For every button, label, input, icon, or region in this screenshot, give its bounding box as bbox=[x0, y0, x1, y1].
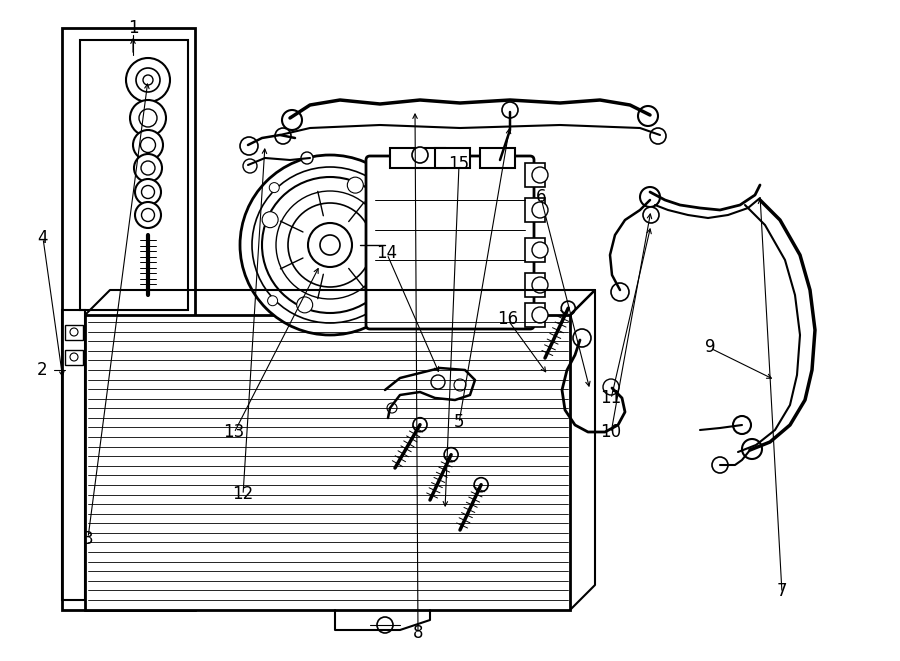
Text: 10: 10 bbox=[600, 423, 622, 441]
Circle shape bbox=[474, 478, 488, 492]
Circle shape bbox=[742, 439, 762, 459]
Circle shape bbox=[532, 167, 548, 183]
Circle shape bbox=[141, 161, 155, 175]
Bar bbox=[65, 350, 83, 365]
Circle shape bbox=[733, 416, 751, 434]
FancyBboxPatch shape bbox=[366, 156, 534, 329]
Circle shape bbox=[139, 109, 157, 127]
Circle shape bbox=[252, 167, 408, 323]
Circle shape bbox=[502, 102, 518, 118]
Text: 8: 8 bbox=[413, 624, 423, 642]
Text: 13: 13 bbox=[223, 423, 245, 441]
Circle shape bbox=[643, 207, 659, 223]
Circle shape bbox=[573, 329, 591, 347]
Circle shape bbox=[444, 447, 458, 461]
Circle shape bbox=[381, 297, 391, 307]
Circle shape bbox=[532, 307, 548, 323]
Circle shape bbox=[282, 110, 302, 130]
Circle shape bbox=[712, 457, 728, 473]
Circle shape bbox=[141, 186, 155, 198]
Circle shape bbox=[262, 177, 398, 313]
Circle shape bbox=[638, 106, 658, 126]
Circle shape bbox=[650, 128, 666, 144]
Circle shape bbox=[134, 154, 162, 182]
Circle shape bbox=[143, 75, 153, 85]
Circle shape bbox=[301, 152, 313, 164]
Bar bbox=[390, 148, 445, 168]
Bar bbox=[65, 325, 83, 340]
Circle shape bbox=[70, 353, 78, 361]
Text: 14: 14 bbox=[376, 244, 398, 262]
Circle shape bbox=[140, 137, 156, 153]
Text: 5: 5 bbox=[454, 413, 464, 431]
Circle shape bbox=[130, 100, 166, 136]
Circle shape bbox=[133, 130, 163, 160]
Bar bbox=[85, 315, 570, 610]
Text: 3: 3 bbox=[83, 530, 94, 548]
Circle shape bbox=[240, 155, 420, 335]
Text: 16: 16 bbox=[498, 310, 518, 328]
Bar bbox=[525, 303, 545, 327]
Circle shape bbox=[320, 235, 340, 255]
Circle shape bbox=[135, 179, 161, 205]
Circle shape bbox=[412, 147, 428, 163]
Circle shape bbox=[611, 283, 629, 301]
Bar bbox=[525, 198, 545, 222]
Text: 1: 1 bbox=[128, 19, 139, 37]
Circle shape bbox=[413, 418, 427, 432]
Circle shape bbox=[603, 379, 619, 395]
Bar bbox=[525, 163, 545, 187]
Circle shape bbox=[562, 301, 575, 315]
Circle shape bbox=[269, 182, 279, 192]
Circle shape bbox=[135, 202, 161, 228]
Circle shape bbox=[382, 262, 398, 278]
Circle shape bbox=[267, 295, 277, 306]
Circle shape bbox=[532, 277, 548, 293]
Circle shape bbox=[377, 617, 393, 633]
Circle shape bbox=[276, 191, 384, 299]
Circle shape bbox=[141, 208, 155, 221]
Circle shape bbox=[532, 242, 548, 258]
Bar bbox=[435, 148, 470, 168]
Circle shape bbox=[262, 212, 278, 227]
Text: 2: 2 bbox=[37, 361, 48, 379]
Text: 7: 7 bbox=[777, 582, 788, 600]
Bar bbox=[62, 310, 85, 600]
Text: 11: 11 bbox=[600, 389, 622, 407]
Circle shape bbox=[431, 375, 445, 389]
Circle shape bbox=[126, 58, 170, 102]
Circle shape bbox=[136, 68, 160, 92]
Bar bbox=[62, 28, 195, 610]
Circle shape bbox=[532, 202, 548, 218]
Circle shape bbox=[308, 223, 352, 267]
Circle shape bbox=[382, 184, 392, 194]
Circle shape bbox=[454, 379, 466, 391]
Circle shape bbox=[70, 328, 78, 336]
Circle shape bbox=[387, 403, 397, 413]
Circle shape bbox=[240, 137, 258, 155]
Circle shape bbox=[297, 297, 312, 313]
Text: 15: 15 bbox=[448, 155, 470, 173]
Circle shape bbox=[640, 187, 660, 207]
Circle shape bbox=[347, 177, 364, 193]
Bar bbox=[80, 40, 188, 310]
Circle shape bbox=[275, 128, 291, 144]
Circle shape bbox=[288, 203, 372, 287]
Bar bbox=[525, 238, 545, 262]
Text: 9: 9 bbox=[705, 338, 716, 356]
Circle shape bbox=[243, 159, 257, 173]
Bar bbox=[480, 148, 515, 168]
Text: 6: 6 bbox=[536, 188, 546, 206]
Text: 4: 4 bbox=[38, 229, 49, 247]
Bar bbox=[525, 273, 545, 297]
Text: 12: 12 bbox=[232, 485, 254, 503]
